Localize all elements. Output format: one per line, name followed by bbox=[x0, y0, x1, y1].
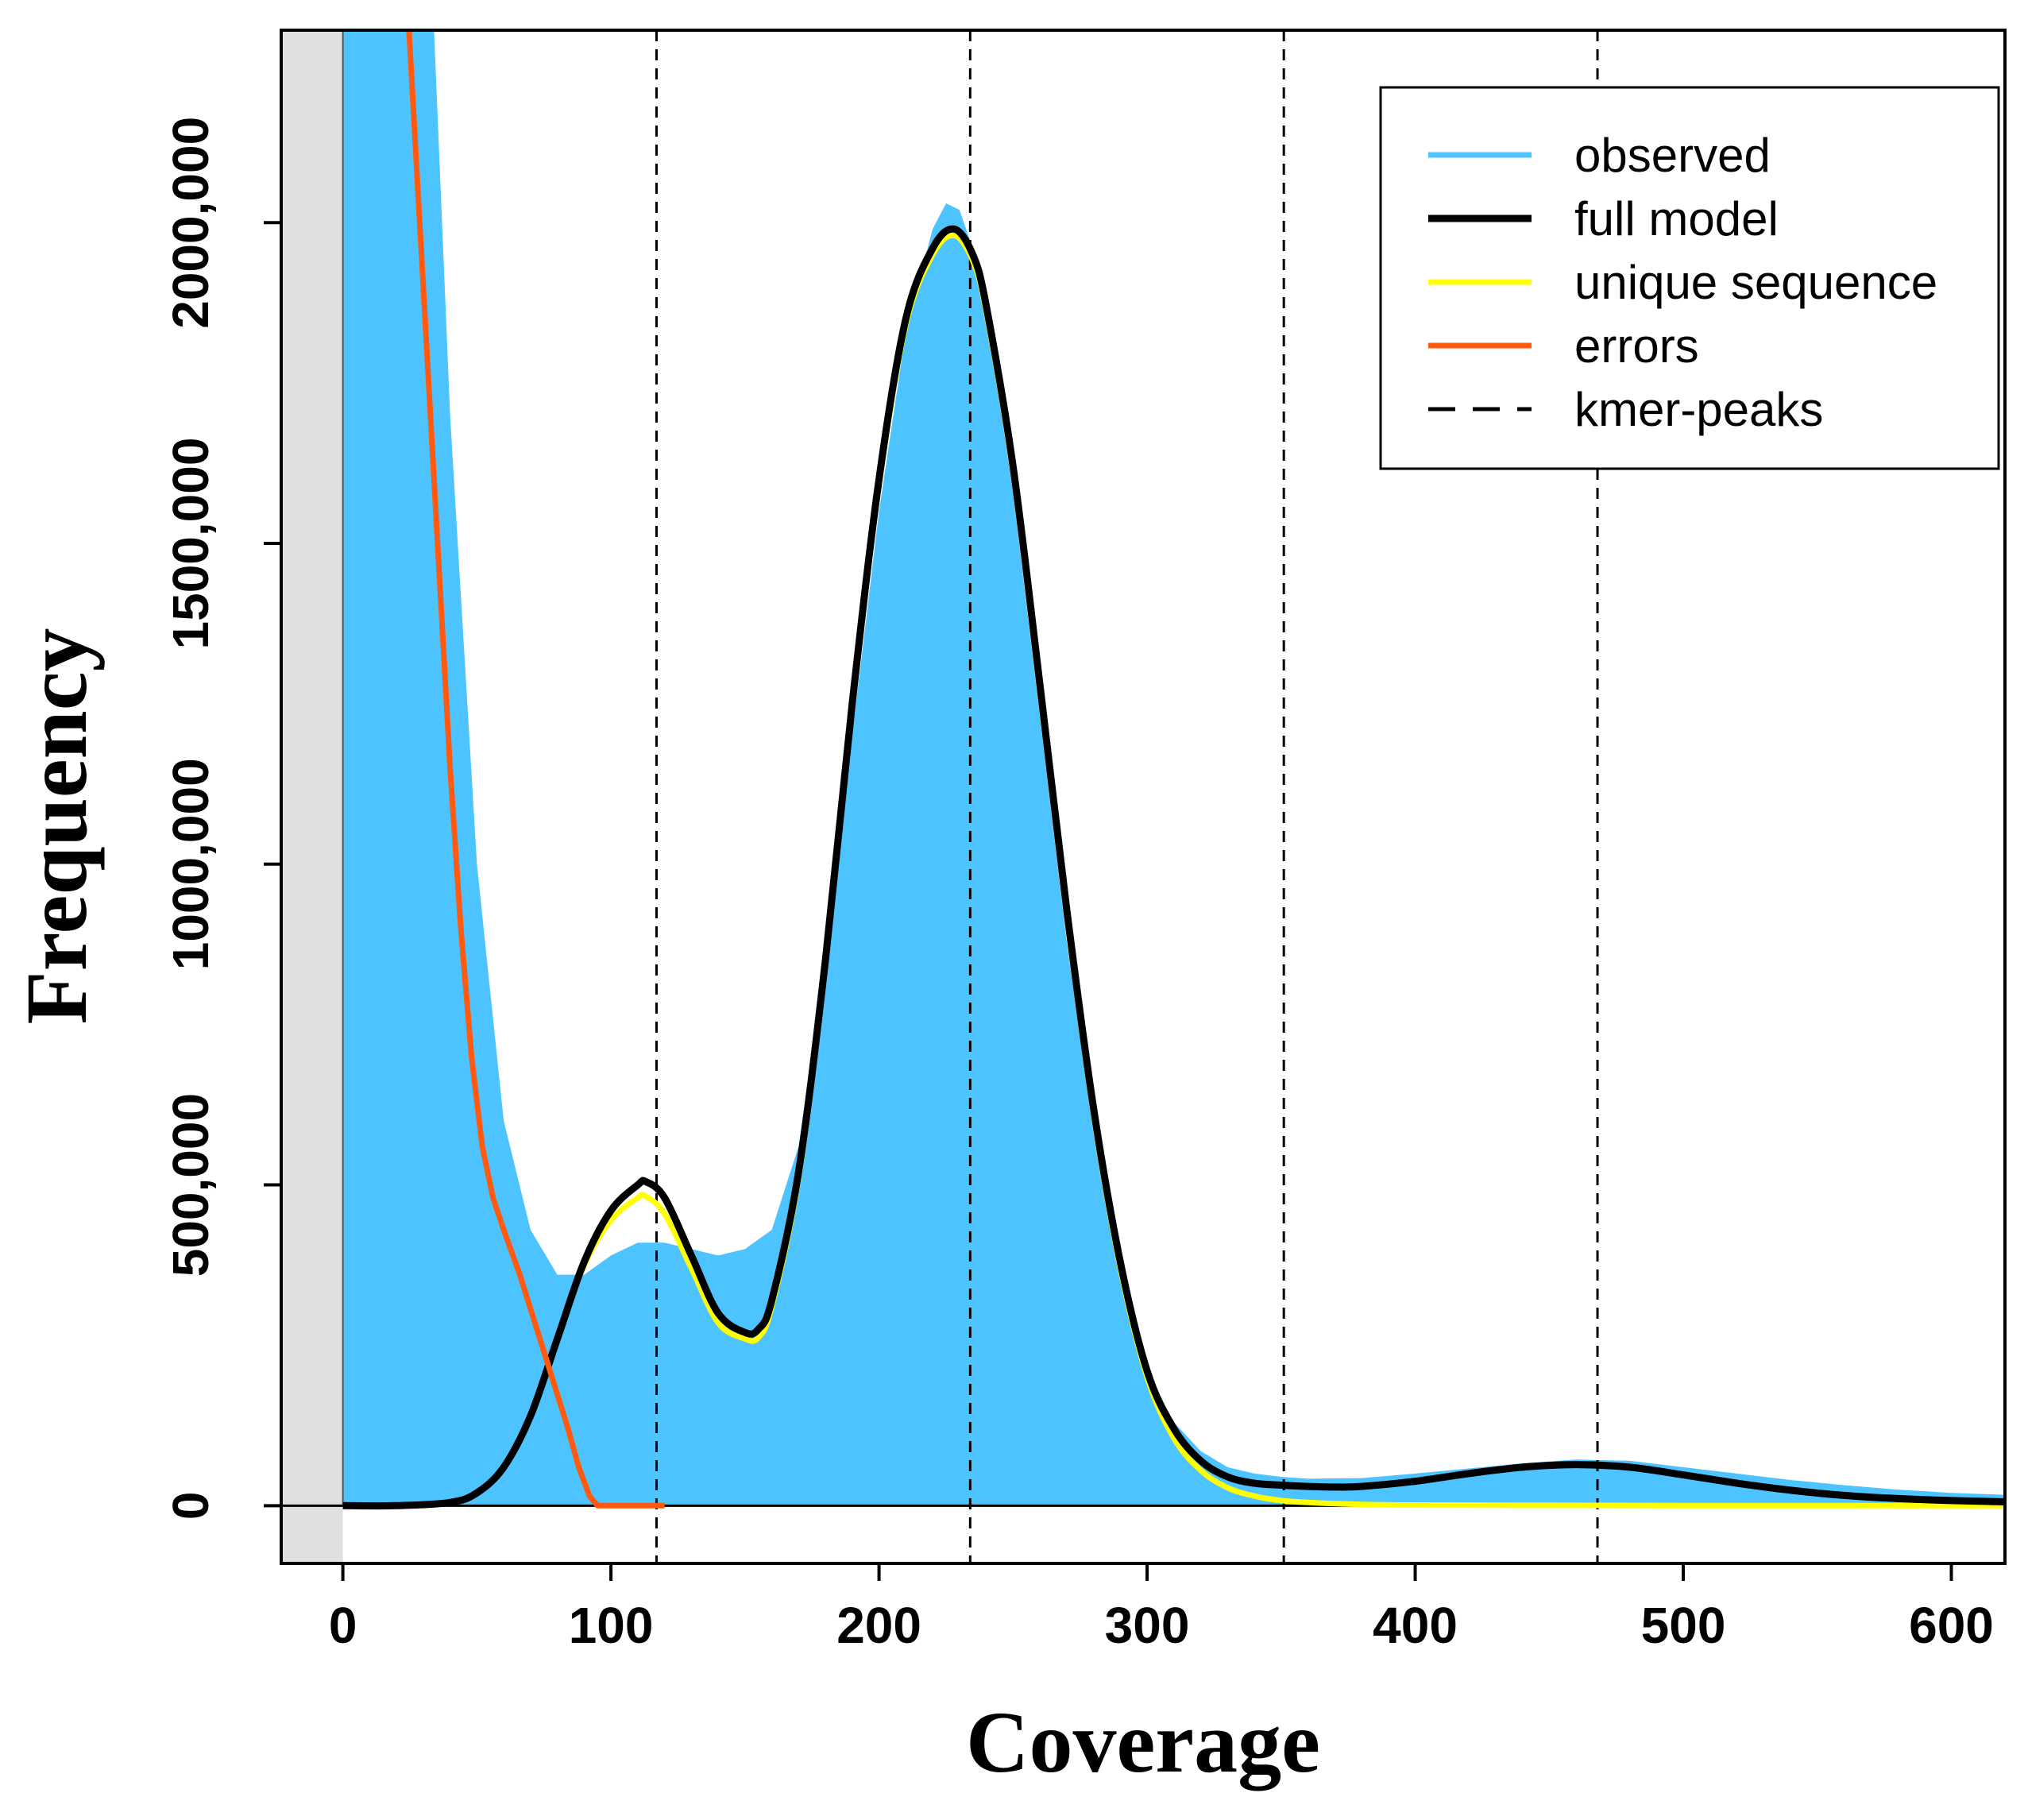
legend-label-errors: errors bbox=[1574, 319, 1699, 373]
x-tick-label-400: 400 bbox=[1373, 1597, 1458, 1654]
axes: 0 100 200 300 400 500 600 0 500,000 1000,000 1500,… bbox=[162, 117, 1994, 1654]
y-axis-title: Frequency bbox=[8, 628, 105, 1024]
observed-area bbox=[342, 30, 2005, 1506]
legend-label-kmer-peaks: kmer-peaks bbox=[1574, 383, 1823, 436]
x-tick-label-200: 200 bbox=[836, 1597, 921, 1654]
y-tick-label-1000000: 1000,000 bbox=[162, 758, 219, 970]
y-tick-label-2000000: 2000,000 bbox=[162, 117, 219, 329]
y-tick-label-500000: 500,000 bbox=[162, 1093, 219, 1277]
y-tick-label-0: 0 bbox=[162, 1492, 219, 1521]
x-tick-label-500: 500 bbox=[1641, 1597, 1726, 1654]
unique-sequence-line bbox=[342, 232, 2005, 1509]
legend-label-unique-sequence: unique sequence bbox=[1574, 256, 1937, 309]
legend-label-observed: observed bbox=[1574, 129, 1771, 182]
legend-label-full-model: full model bbox=[1574, 192, 1779, 245]
legend: observed full model unique sequence errors k… bbox=[1379, 86, 2000, 470]
plot-frame bbox=[280, 29, 2007, 1565]
y-tick-label-1500000: 1500,000 bbox=[162, 438, 219, 650]
excluded-region bbox=[281, 30, 343, 1563]
errors-line bbox=[406, 30, 665, 1509]
x-tick-label-600: 600 bbox=[1909, 1597, 1994, 1654]
x-tick-label-100: 100 bbox=[569, 1597, 654, 1654]
legend-box bbox=[1379, 86, 2000, 470]
plot-area bbox=[281, 30, 2005, 1563]
x-axis-title: Coverage bbox=[966, 1694, 1320, 1791]
x-tick-label-0: 0 bbox=[329, 1597, 357, 1654]
full-model-line bbox=[342, 225, 2005, 1510]
x-tick-label-300: 300 bbox=[1105, 1597, 1190, 1654]
